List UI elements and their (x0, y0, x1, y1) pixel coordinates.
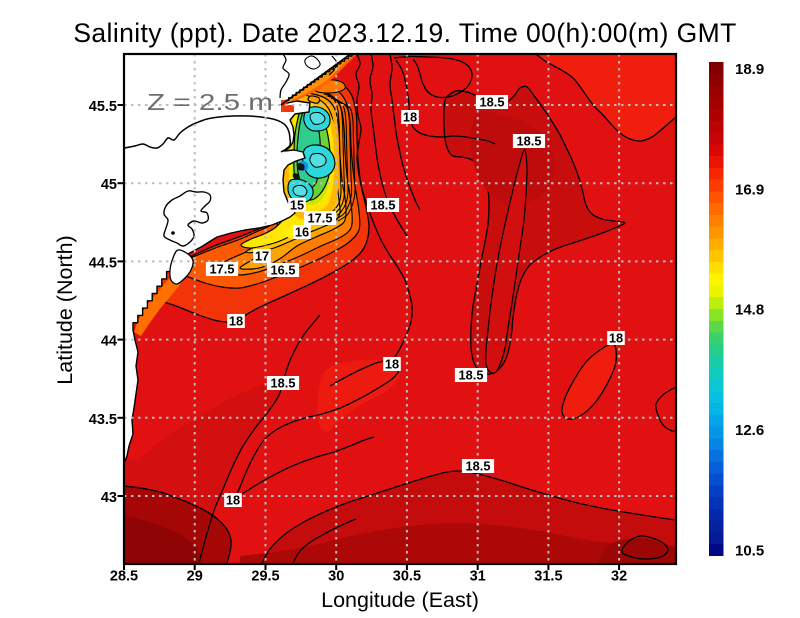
svg-text:43.5: 43.5 (89, 412, 117, 428)
svg-text:18.5: 18.5 (459, 368, 484, 383)
svg-text:28.5: 28.5 (110, 569, 138, 585)
svg-text:18.5: 18.5 (517, 134, 542, 149)
svg-text:44: 44 (101, 334, 117, 350)
svg-text:18: 18 (229, 314, 243, 329)
svg-text:16.5: 16.5 (271, 263, 296, 278)
svg-text:10.5: 10.5 (735, 543, 764, 560)
svg-text:17: 17 (255, 249, 269, 264)
svg-text:30: 30 (328, 569, 344, 585)
svg-text:12.6: 12.6 (735, 422, 764, 439)
svg-text:18.5: 18.5 (271, 376, 296, 391)
svg-text:14.8: 14.8 (735, 302, 764, 319)
svg-text:17.5: 17.5 (308, 211, 333, 226)
svg-text:31.5: 31.5 (534, 569, 562, 585)
svg-text:18.5: 18.5 (466, 459, 491, 474)
svg-text:15: 15 (290, 198, 304, 213)
svg-text:18.9: 18.9 (735, 61, 764, 78)
svg-text:16: 16 (295, 225, 309, 240)
svg-text:18.5: 18.5 (480, 95, 505, 110)
svg-text:18: 18 (385, 357, 399, 372)
svg-text:29: 29 (187, 569, 203, 585)
svg-text:Longitude (East): Longitude (East) (321, 588, 479, 612)
svg-text:18: 18 (226, 493, 240, 508)
svg-text:Latitude (North): Latitude (North) (53, 235, 77, 384)
svg-text:32: 32 (611, 569, 627, 585)
svg-text:18: 18 (609, 331, 623, 346)
svg-text:17.5: 17.5 (210, 262, 235, 277)
svg-text:Salinity (ppt). Date 2023.12.1: Salinity (ppt). Date 2023.12.19. Time 00… (73, 18, 736, 48)
svg-text:18.5: 18.5 (371, 198, 396, 213)
svg-text:31: 31 (470, 569, 486, 585)
svg-text:44.5: 44.5 (89, 255, 117, 271)
svg-text:45: 45 (101, 177, 117, 193)
svg-text:45.5: 45.5 (89, 99, 117, 115)
svg-text:16.9: 16.9 (735, 181, 764, 198)
svg-text:29.5: 29.5 (251, 569, 279, 585)
svg-text:43: 43 (101, 490, 117, 506)
svg-text:18: 18 (403, 110, 417, 125)
svg-text:Z = 2.5 m: Z = 2.5 m (147, 89, 273, 115)
svg-text:30.5: 30.5 (393, 569, 421, 585)
